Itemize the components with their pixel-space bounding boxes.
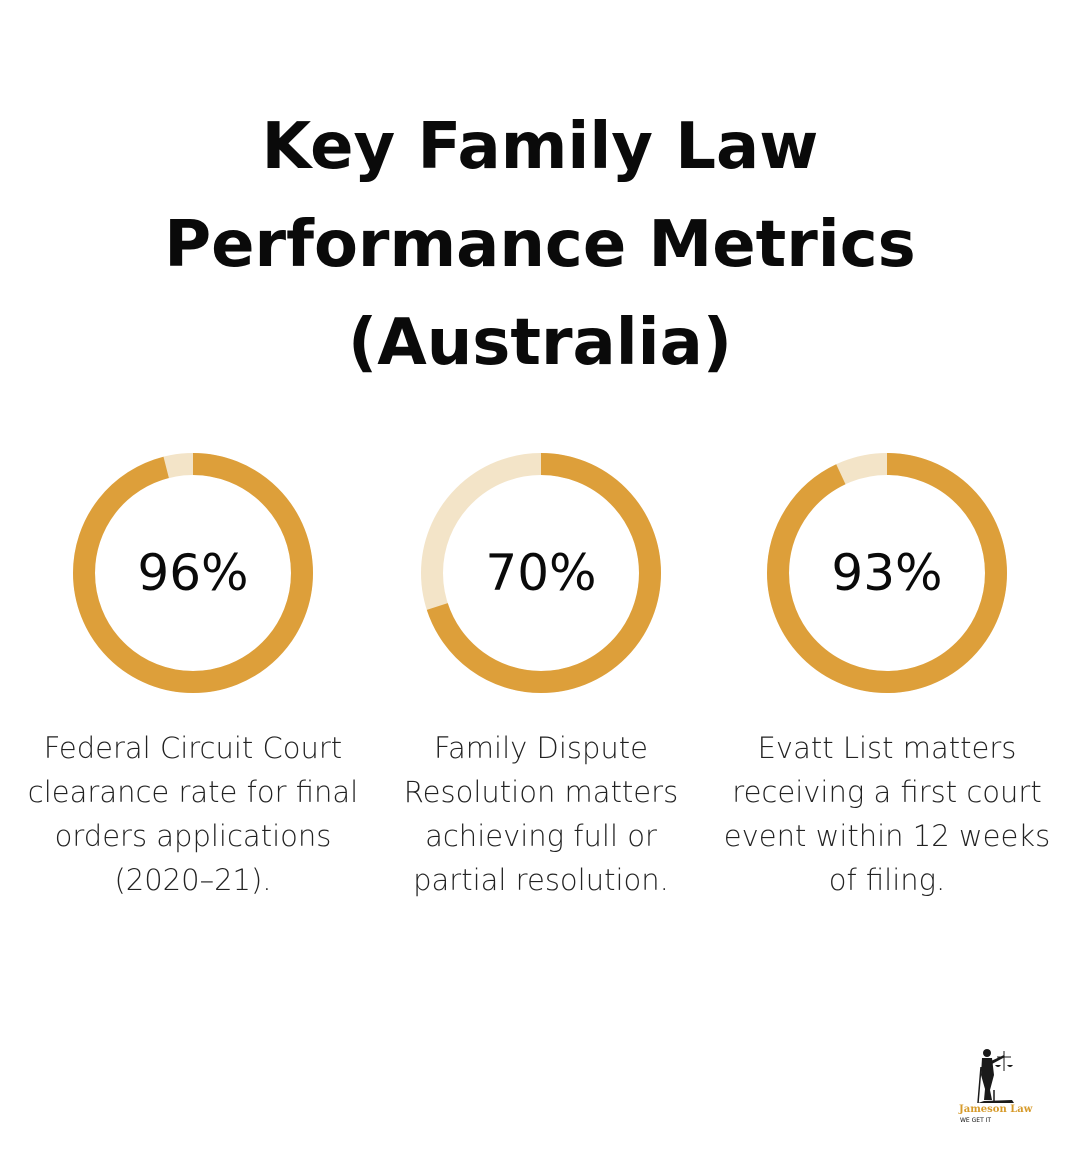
metric-card-clearance-rate: 96% Federal Circuit Court clearance rate… (23, 452, 363, 902)
metric-value: 70% (485, 544, 597, 602)
progress-ring (73, 453, 313, 693)
metric-card-dispute-resolution: 70% Family Dispute Resolution matters ac… (371, 452, 711, 902)
metric-value: 96% (137, 544, 249, 602)
title-line-2: Performance Metrics (164, 208, 916, 282)
logo-name: Jameson Law (959, 1104, 1033, 1115)
metric-value: 93% (831, 544, 943, 602)
donut-chart: 93% (766, 452, 1008, 694)
metric-description: Family Dispute Resolution matters achiev… (403, 731, 679, 897)
title-line-1: Key Family Law (261, 110, 819, 184)
metric-description: Federal Circuit Court clearance rate for… (27, 731, 359, 897)
progress-ring (421, 453, 661, 693)
progress-ring (767, 453, 1007, 693)
lady-justice-logo-icon (977, 1049, 1014, 1104)
donut-chart: 70% (420, 452, 662, 694)
metric-description: Evatt List matters receiving a first cou… (723, 731, 1051, 897)
page-title: Key Family Law Performance Metrics (Aust… (0, 98, 1080, 392)
metric-card-evatt-list: 93% Evatt List matters receiving a first… (717, 452, 1057, 902)
donut-chart: 96% (72, 452, 314, 694)
logo-tagline: WE GET IT (960, 1117, 992, 1124)
title-line-3: (Australia) (347, 306, 733, 380)
